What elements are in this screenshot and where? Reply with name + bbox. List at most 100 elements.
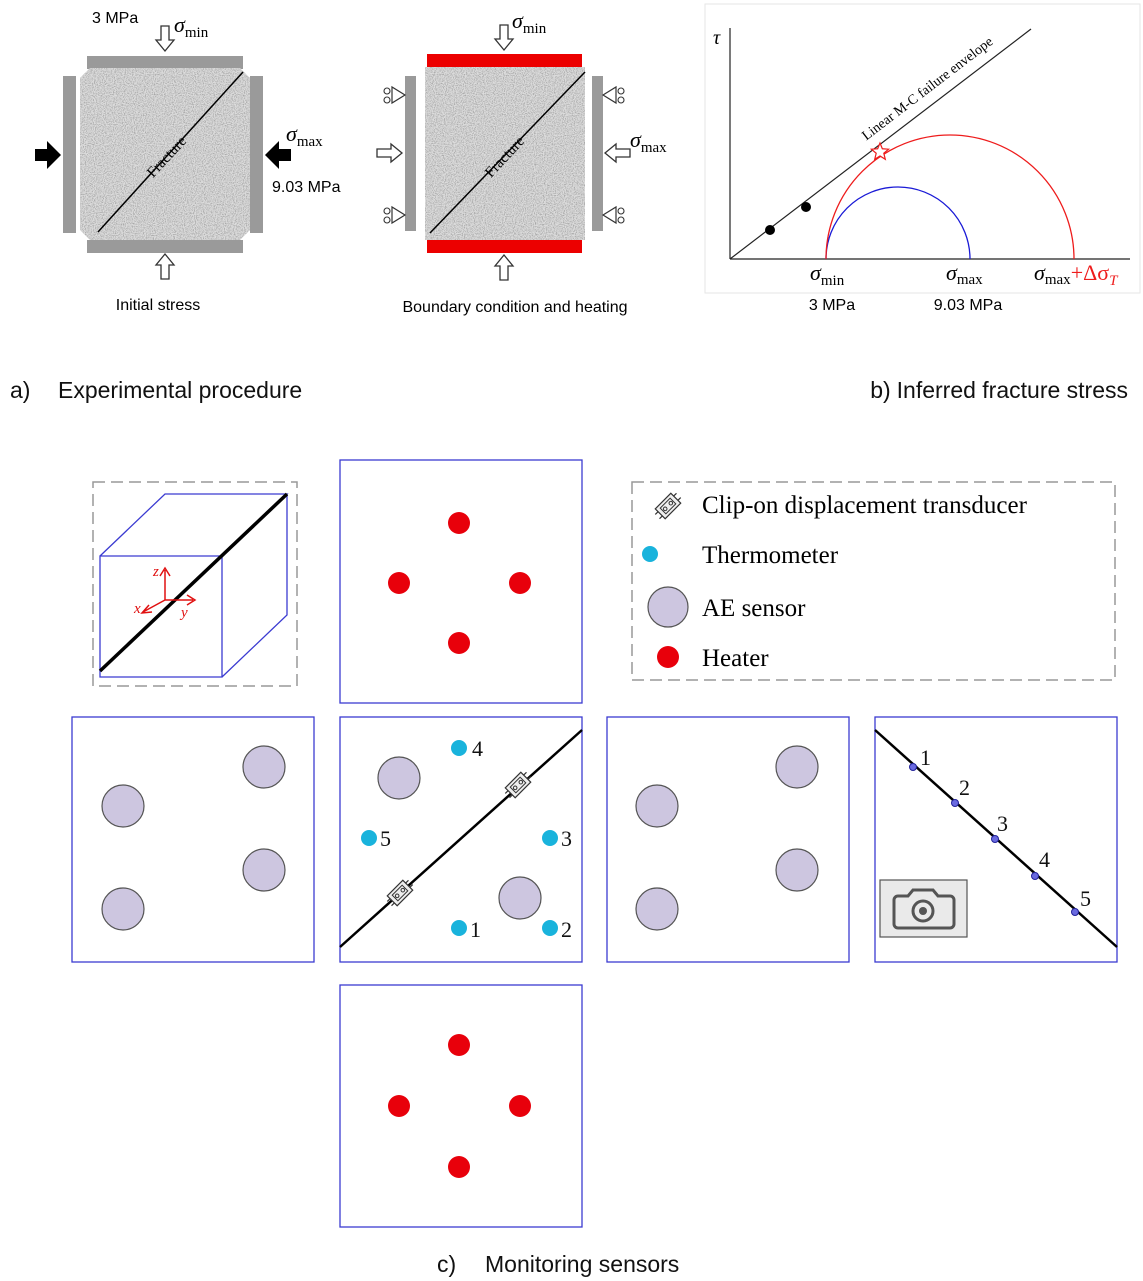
camera-point <box>992 836 999 843</box>
platen <box>250 76 263 233</box>
stress-arrow <box>605 144 630 162</box>
thermometer-label: 2 <box>561 917 572 942</box>
legend-label: AE sensor <box>702 595 806 622</box>
legend-ae-sensor <box>648 587 688 627</box>
sigma-label: σmax <box>946 260 983 288</box>
camera-point <box>952 800 959 807</box>
stress-value: 9.03 MPa <box>934 297 1003 314</box>
panel-caption: a) Experimental procedure <box>10 377 302 403</box>
envelope-point <box>801 202 811 212</box>
legend-thermometer <box>642 546 658 562</box>
ae-sensor <box>636 888 678 930</box>
roller-support <box>603 87 624 103</box>
platen <box>405 76 416 231</box>
subscript: max <box>957 272 983 288</box>
heater <box>448 1034 470 1056</box>
panel-label: c) <box>437 1251 456 1277</box>
platen <box>592 76 603 231</box>
stress-arrow <box>495 25 513 50</box>
ae-sensor <box>499 877 541 919</box>
sigma-label: σmax+ΔσT <box>1034 260 1119 289</box>
stress-value: 3 MPa <box>92 10 138 27</box>
heating-platen <box>427 240 582 253</box>
legend-label: Heater <box>702 645 769 672</box>
axis-label: y <box>179 605 188 621</box>
platen <box>87 56 243 69</box>
camera-point <box>1072 909 1079 916</box>
thermometer <box>361 830 377 846</box>
legend-heater <box>657 646 679 668</box>
initial-stress-sketch: Fracture 3 MPa σmin σmax 9.03 MPa Initia… <box>35 10 341 314</box>
fracture-line <box>100 494 287 671</box>
envelope-label: Linear M-C failure envelope <box>860 35 997 144</box>
legend-label: Clip-on displacement transducer <box>702 492 1028 519</box>
subscript: min <box>821 273 845 289</box>
panel-caption: b) Inferred fracture stress <box>870 377 1128 403</box>
heated-mohr-circle <box>826 135 1074 259</box>
roller-support <box>384 207 405 223</box>
heater <box>509 572 531 594</box>
face <box>340 460 582 703</box>
thermometer <box>451 740 467 756</box>
camera-point <box>910 764 917 771</box>
thermometer-label: 3 <box>561 826 572 851</box>
stress-value: 3 MPa <box>809 297 855 314</box>
axis-label: x <box>133 601 141 617</box>
sketch-caption: Initial stress <box>116 297 200 314</box>
legend-clip-icon <box>652 490 683 521</box>
heater <box>388 572 410 594</box>
ae-sensor <box>378 757 420 799</box>
camera-icon <box>880 880 967 937</box>
ae-sensor <box>102 888 144 930</box>
axis-label: τ <box>713 27 721 49</box>
sigma-label: σmin <box>512 8 547 37</box>
sigma-label: σmin <box>810 260 845 289</box>
camera-point-label: 4 <box>1039 847 1050 872</box>
panel-label: b) <box>870 377 890 403</box>
subscript: T <box>1109 273 1119 289</box>
thermometer <box>542 830 558 846</box>
axis-label: z <box>152 564 159 580</box>
camera-lens <box>919 907 927 915</box>
sigma-label: σmax <box>286 121 323 150</box>
ae-sensor <box>243 849 285 891</box>
subscript: min <box>185 25 209 41</box>
roller-support <box>384 87 405 103</box>
stress-arrow <box>495 255 513 280</box>
panel-title: Inferred fracture stress <box>897 377 1128 403</box>
panel-title: Experimental procedure <box>58 377 302 403</box>
sigma-label: σmin <box>174 12 209 41</box>
camera-point-label: 2 <box>959 775 970 800</box>
ae-sensor <box>243 746 285 788</box>
ae-sensor <box>102 785 144 827</box>
subscript: max <box>1045 272 1071 288</box>
panel-caption: c)Monitoring sensors <box>437 1251 679 1277</box>
stress-arrow <box>156 26 174 51</box>
platen <box>63 76 76 233</box>
subscript: max <box>297 134 323 150</box>
legend-label: Thermometer <box>702 542 839 569</box>
envelope-point <box>765 225 775 235</box>
initial-mohr-circle <box>826 187 970 259</box>
heater <box>509 1095 531 1117</box>
camera-point-label: 3 <box>997 811 1008 836</box>
panel-label: a) <box>10 377 30 403</box>
ae-sensor <box>776 849 818 891</box>
ae-sensor <box>776 746 818 788</box>
heater <box>388 1095 410 1117</box>
thermometer <box>451 920 467 936</box>
heating-sketch: Fracture σmin σmax Boundary condition an… <box>377 8 667 316</box>
heater <box>448 632 470 654</box>
thermometer-label: 5 <box>380 826 391 851</box>
panel-frame <box>705 4 1140 293</box>
heating-platen <box>427 54 582 67</box>
mohr-diagram: τ Linear M-C failure envelope σmin σmax … <box>705 4 1140 314</box>
subscript: max <box>641 140 667 156</box>
sensor-layout: z y x Clip-on displacement transducer Th… <box>72 460 1117 1227</box>
thermometer-label: 1 <box>470 917 481 942</box>
thermometer <box>542 920 558 936</box>
camera-point-label: 5 <box>1080 886 1091 911</box>
increment: +Δσ <box>1071 260 1110 285</box>
ae-sensor <box>636 785 678 827</box>
sketch-caption: Boundary condition and heating <box>402 299 627 316</box>
